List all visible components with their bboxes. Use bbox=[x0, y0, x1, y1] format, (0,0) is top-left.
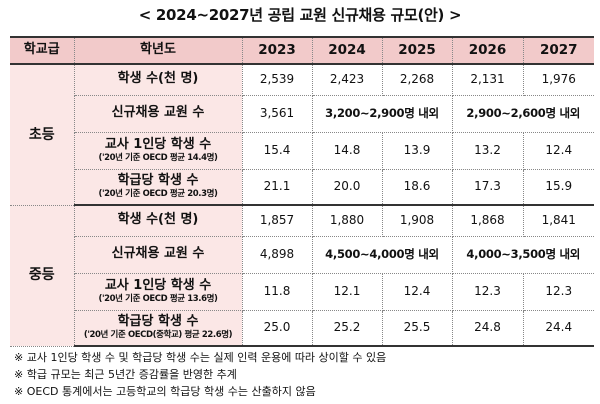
school-level-secondary: 중등 bbox=[10, 205, 75, 347]
table-cell: 25.2 bbox=[312, 310, 383, 347]
row-label-main: 학급당 학생 수 bbox=[117, 313, 199, 329]
row-label-main: 교사 1인당 학생 수 bbox=[104, 277, 212, 293]
table-row: 교사 1인당 학생 수 ('20년 기준 OECD 평균 13.6명) 11.8… bbox=[10, 273, 594, 311]
table-cell: 1,841 bbox=[523, 205, 594, 237]
header-school-year: 학년도 bbox=[73, 36, 242, 65]
row-label-students-per-teacher: 교사 1인당 학생 수 ('20년 기준 OECD 평균 14.4명) bbox=[74, 132, 243, 170]
table-row: 초등 학생 수(천 명) 2,539 2,423 2,268 2,131 1,9… bbox=[10, 64, 594, 206]
row-label-main: 학급당 학생 수 bbox=[117, 172, 199, 188]
table-cell: 1,908 bbox=[382, 205, 453, 237]
hires-range-2026-2027: 2,900~2,600명 내외 bbox=[452, 95, 594, 133]
footnotes: ※ 교사 1인당 학생 수 및 학급당 학생 수는 실제 인력 운용에 따라 상… bbox=[14, 349, 594, 400]
row-label-oecd-note: ('20년 기준 OECD(중학교) 평균 22.6명) bbox=[83, 329, 233, 340]
table-row: 중등 학생 수(천 명) 1,857 1,880 1,908 1,868 1,8… bbox=[10, 205, 594, 347]
table-cell: 12.1 bbox=[312, 273, 383, 311]
hires-range-2024-2025: 4,500~4,000명 내외 bbox=[312, 236, 453, 274]
table-cell: 4,898 bbox=[242, 236, 313, 274]
row-label-students-per-class: 학급당 학생 수 ('20년 기준 OECD 평균 20.3명) bbox=[74, 169, 243, 206]
table-cell: 2,423 bbox=[312, 64, 383, 96]
table-cell: 20.0 bbox=[312, 169, 383, 206]
row-label-students: 학생 수(천 명) bbox=[74, 205, 243, 237]
hires-range-2026-2027: 4,000~3,500명 내외 bbox=[452, 236, 594, 274]
hiring-plan-table: 학교급 학년도 2023 2024 2025 2026 2027 초등 학생 수… bbox=[10, 36, 594, 347]
table-cell: 15.9 bbox=[523, 169, 594, 206]
row-label-main: 교사 1인당 학생 수 bbox=[104, 136, 212, 152]
footnote: ※ OECD 통계에서는 고등학교의 학급당 학생 수는 산출하지 않음 bbox=[14, 385, 316, 398]
table-cell: 12.4 bbox=[382, 273, 453, 311]
table-cell: 2,131 bbox=[452, 64, 524, 96]
header-year-2024: 2024 bbox=[311, 36, 382, 65]
table-cell: 1,857 bbox=[242, 205, 313, 237]
table-cell: 1,868 bbox=[452, 205, 524, 237]
table-cell: 12.3 bbox=[452, 273, 524, 311]
table-cell: 25.5 bbox=[382, 310, 453, 347]
table-cell: 1,880 bbox=[312, 205, 383, 237]
table-cell: 12.4 bbox=[523, 132, 594, 170]
table-row: 교사 1인당 학생 수 ('20년 기준 OECD 평균 14.4명) 15.4… bbox=[10, 132, 594, 170]
header-row: 학교급 학년도 2023 2024 2025 2026 2027 bbox=[10, 36, 594, 65]
table-cell: 3,561 bbox=[242, 95, 313, 133]
row-label-oecd-note: ('20년 기준 OECD 평균 20.3명) bbox=[98, 188, 218, 199]
table-cell: 24.4 bbox=[523, 310, 594, 347]
footnote: ※ 학급 규모는 최근 5년간 증감률을 반영한 추계 bbox=[14, 368, 237, 381]
row-label-students: 학생 수(천 명) bbox=[74, 64, 243, 96]
hires-range-2024-2025: 3,200~2,900명 내외 bbox=[312, 95, 453, 133]
header-school-level: 학교급 bbox=[10, 36, 74, 65]
table-cell: 2,539 bbox=[242, 64, 313, 96]
table-row: 신규채용 교원 수 3,561 3,200~2,900명 내외 2,900~2,… bbox=[10, 95, 594, 133]
row-label-students-per-teacher: 교사 1인당 학생 수 ('20년 기준 OECD 평균 13.6명) bbox=[74, 273, 243, 311]
table-cell: 21.1 bbox=[242, 169, 313, 206]
table-cell: 1,976 bbox=[523, 64, 594, 96]
row-label-students-per-class: 학급당 학생 수 ('20년 기준 OECD(중학교) 평균 22.6명) bbox=[74, 310, 243, 347]
table-cell: 15.4 bbox=[242, 132, 313, 170]
table-row: 학급당 학생 수 ('20년 기준 OECD(중학교) 평균 22.6명) 25… bbox=[10, 310, 594, 347]
table-row: 신규채용 교원 수 4,898 4,500~4,000명 내외 4,000~3,… bbox=[10, 236, 594, 274]
row-label-oecd-note: ('20년 기준 OECD 평균 14.4명) bbox=[98, 152, 218, 163]
table-cell: 13.2 bbox=[452, 132, 524, 170]
page-title: < 2024~2027년 공립 교원 신규채용 규모(안) > bbox=[138, 6, 462, 24]
table-cell: 17.3 bbox=[452, 169, 524, 206]
header-year-2026: 2026 bbox=[451, 36, 523, 65]
header-year-2025: 2025 bbox=[381, 36, 452, 65]
row-label-new-hires: 신규채용 교원 수 bbox=[74, 236, 243, 274]
table-cell: 24.8 bbox=[452, 310, 524, 347]
footnote: ※ 교사 1인당 학생 수 및 학급당 학생 수는 실제 인력 운용에 따라 상… bbox=[14, 351, 387, 364]
table-cell: 2,268 bbox=[382, 64, 453, 96]
row-label-oecd-note: ('20년 기준 OECD 평균 13.6명) bbox=[98, 293, 218, 304]
row-label-new-hires: 신규채용 교원 수 bbox=[74, 95, 243, 133]
header-year-2027: 2027 bbox=[522, 36, 594, 65]
table-cell: 11.8 bbox=[242, 273, 313, 311]
table-cell: 13.9 bbox=[382, 132, 453, 170]
table-cell: 25.0 bbox=[242, 310, 313, 347]
table-cell: 12.3 bbox=[523, 273, 594, 311]
table-cell: 14.8 bbox=[312, 132, 383, 170]
header-year-2023: 2023 bbox=[241, 36, 312, 65]
school-level-elementary: 초등 bbox=[10, 64, 75, 206]
table-row: 학급당 학생 수 ('20년 기준 OECD 평균 20.3명) 21.1 20… bbox=[10, 169, 594, 206]
table-cell: 18.6 bbox=[382, 169, 453, 206]
